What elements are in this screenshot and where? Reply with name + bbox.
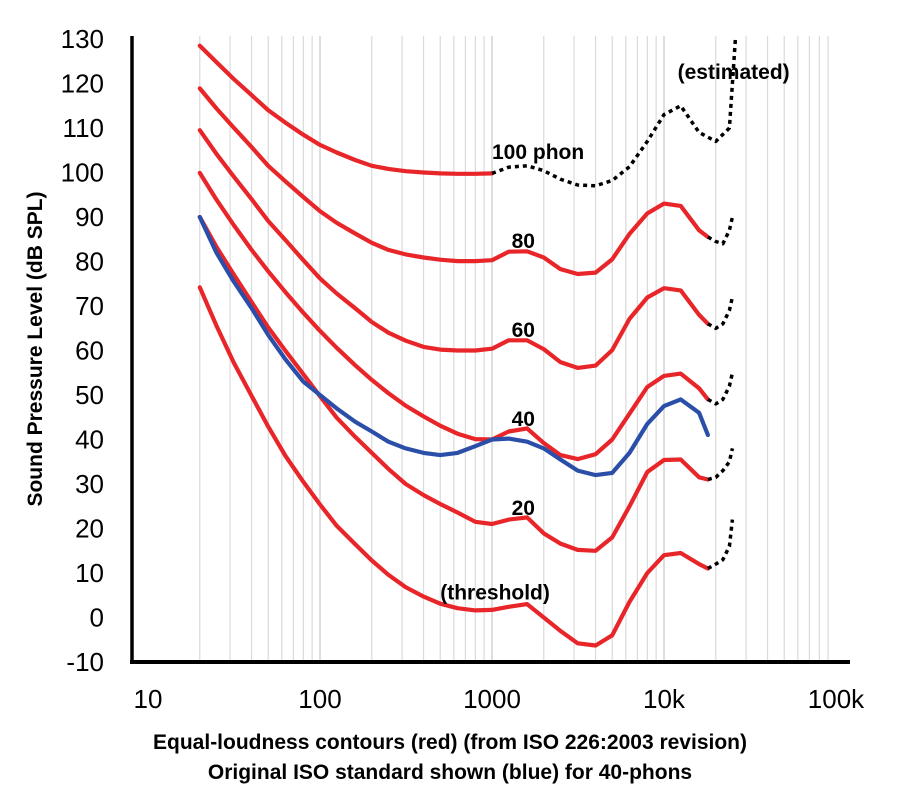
series-line-40-phon-estimated bbox=[707, 372, 735, 406]
series-line-100-phon-estimated bbox=[491, 38, 738, 188]
y-tick-label: 130 bbox=[61, 24, 104, 54]
curve-annotation: (threshold) bbox=[440, 582, 550, 605]
x-tick-labels: 10 100 1000 10k 100k bbox=[134, 684, 866, 714]
series-line-20-phon bbox=[197, 214, 711, 553]
x-tick-label: 100 bbox=[298, 684, 341, 714]
y-tick-label: 30 bbox=[75, 469, 104, 499]
caption-line-2: Original ISO standard shown (blue) for 4… bbox=[207, 761, 693, 784]
y-tick-label: 50 bbox=[75, 380, 104, 410]
x-tick-label: 100k bbox=[808, 684, 865, 714]
y-tick-label: 10 bbox=[75, 558, 104, 588]
y-tick-label: 40 bbox=[75, 425, 104, 455]
caption-line-1: Equal-loudness contours (red) (from ISO … bbox=[153, 731, 747, 754]
series-line-40-phon bbox=[197, 170, 711, 462]
series-lines bbox=[197, 38, 738, 648]
series-line-60-phon-estimated bbox=[707, 296, 735, 331]
series-line-100-phon bbox=[197, 43, 495, 176]
curve-annotation: 40 bbox=[512, 408, 535, 431]
axes bbox=[130, 36, 850, 664]
series-line-original-iso-40-phon bbox=[197, 214, 711, 478]
x-tick-label: 10 bbox=[134, 684, 163, 714]
x-tick-label: 1000 bbox=[463, 684, 521, 714]
curve-annotation: 80 bbox=[512, 230, 535, 253]
y-tick-label: -10 bbox=[66, 647, 104, 677]
y-tick-label: 100 bbox=[61, 158, 104, 188]
y-axis-label: Sound Pressure Level (dB SPL) bbox=[24, 191, 47, 506]
curve-annotation: 100 phon bbox=[492, 141, 584, 164]
series-line-threshold bbox=[197, 285, 711, 648]
x-tick-label: 10k bbox=[643, 684, 686, 714]
y-tick-label: 60 bbox=[75, 336, 104, 366]
y-tick-label: 110 bbox=[63, 113, 104, 143]
y-tick-label: 20 bbox=[75, 514, 104, 544]
y-tick-label: 120 bbox=[61, 69, 104, 99]
series-line-20-phon-estimated bbox=[707, 448, 735, 482]
series-line-80-phon bbox=[197, 86, 711, 277]
y-tick-label: 70 bbox=[75, 291, 104, 321]
series-line-80-phon-estimated bbox=[707, 216, 735, 246]
y-tick-label: 0 bbox=[90, 603, 104, 633]
y-tick-labels: -10 0 10 20 30 40 50 60 70 80 90 100 110 120 130 bbox=[61, 24, 104, 677]
curve-annotation: 20 bbox=[512, 497, 535, 520]
curve-annotation: (estimated) bbox=[678, 61, 790, 84]
curve-annotations: 100 phon 80 60 40 20 (threshold) (estimated) bbox=[440, 61, 789, 605]
y-tick-label: 90 bbox=[75, 202, 104, 232]
curve-annotation: 60 bbox=[512, 319, 535, 342]
series-line-threshold-estimated bbox=[707, 519, 735, 571]
series-line-60-phon bbox=[197, 128, 711, 370]
y-tick-label: 80 bbox=[75, 247, 104, 277]
